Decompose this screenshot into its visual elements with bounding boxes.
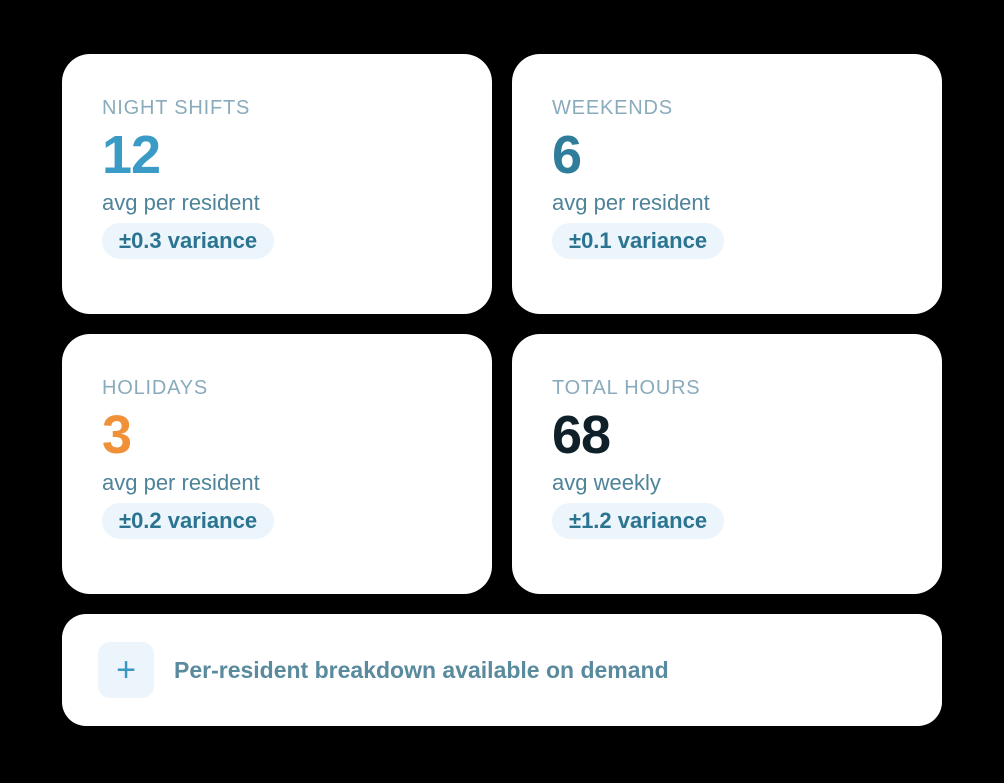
card-label: NIGHT SHIFTS xyxy=(102,97,251,119)
stat-card-weekends: WEEKENDS 6 avg per resident ±0.1 varianc… xyxy=(512,54,942,314)
variance-badge: ±0.2 variance xyxy=(102,503,275,539)
card-value: 6 xyxy=(552,125,582,185)
variance-badge: ±1.2 variance xyxy=(552,503,725,539)
card-label: WEEKENDS xyxy=(552,97,673,119)
card-label: HOLIDAYS xyxy=(102,377,209,399)
card-subtitle: avg per resident xyxy=(102,470,260,495)
breakdown-banner[interactable]: + Per-resident breakdown available on de… xyxy=(62,614,942,726)
stat-card-holidays: HOLIDAYS 3 avg per resident ±0.2 varianc… xyxy=(62,334,492,594)
card-value: 12 xyxy=(102,125,161,185)
stat-card-night-shifts: NIGHT SHIFTS 12 avg per resident ±0.3 va… xyxy=(62,54,492,314)
plus-icon[interactable]: + xyxy=(98,642,154,698)
card-subtitle: avg per resident xyxy=(102,190,260,215)
card-label: TOTAL HOURS xyxy=(552,377,701,399)
card-subtitle: avg weekly xyxy=(552,470,661,495)
variance-badge: ±0.1 variance xyxy=(552,223,725,259)
card-value: 68 xyxy=(552,405,611,465)
card-subtitle: avg per resident xyxy=(552,190,710,215)
breakdown-text: Per-resident breakdown available on dema… xyxy=(174,656,669,683)
card-value: 3 xyxy=(102,405,132,465)
stat-card-total-hours: TOTAL HOURS 68 avg weekly ±1.2 variance xyxy=(512,334,942,594)
variance-badge: ±0.3 variance xyxy=(102,223,275,259)
